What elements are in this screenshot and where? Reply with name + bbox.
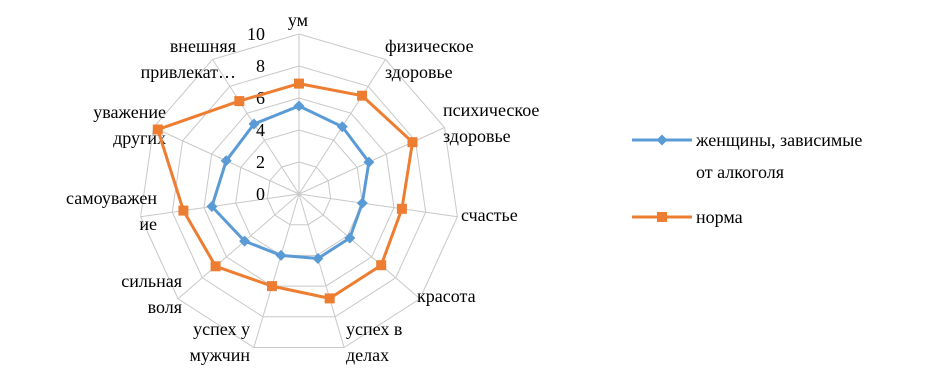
category-label: счастье [461, 205, 518, 225]
data-point [210, 261, 221, 272]
category-label: красота [417, 286, 476, 306]
category-label: успех в делах [346, 319, 402, 365]
data-point [356, 197, 368, 209]
spoke-4 [298, 193, 421, 300]
tick-label: 10 [247, 24, 265, 44]
category-label: успех у мужчин [190, 319, 251, 365]
legend-marker [657, 212, 667, 222]
spoke-8 [140, 193, 300, 218]
series-line [156, 82, 414, 300]
radar-grid [140, 33, 458, 348]
tick-label: 8 [256, 56, 265, 76]
series-1 [152, 78, 418, 304]
data-point [206, 201, 218, 212]
tick-label: 4 [256, 120, 265, 140]
data-point [294, 78, 304, 89]
legend-item: норма [632, 207, 743, 227]
legend-item: женщины, зависимые от алкоголя [632, 130, 862, 182]
data-point [407, 137, 418, 148]
spoke-3 [298, 193, 458, 218]
tick-label: 0 [256, 184, 265, 204]
data-point [363, 156, 375, 168]
radar-spokes [140, 34, 458, 348]
data-point [396, 203, 407, 214]
grid-ring-10 [140, 33, 458, 348]
spoke-7 [177, 193, 300, 300]
data-point [275, 249, 287, 261]
category-label: сильная воля [121, 271, 182, 317]
radial-tick-labels: 0 2 4 6 8 10 [247, 24, 265, 204]
grid-ring-6 [203, 97, 395, 287]
data-point [357, 90, 368, 101]
category-label: психическое здоровье [443, 100, 539, 146]
category-labels: ум физическое здоровье психическое здоровье с… [66, 10, 539, 365]
data-point [239, 235, 251, 247]
series-0 [206, 100, 375, 264]
data-point [344, 232, 356, 244]
data-point [248, 118, 260, 130]
series-line [210, 104, 371, 260]
category-label: ум [288, 10, 308, 30]
data-point [336, 121, 348, 133]
tick-label: 6 [256, 88, 265, 108]
spoke-5 [298, 193, 345, 348]
grid-ring-2 [266, 161, 332, 226]
data-point [234, 96, 245, 107]
category-label: внешняя привлекат… [141, 36, 236, 82]
category-label: уважение других [93, 102, 166, 148]
category-label: физическое здоровье [385, 36, 474, 82]
series-layer [152, 78, 418, 304]
legend: женщины, зависимые от алкоголя норма [632, 130, 862, 227]
legend-label: норма [696, 207, 743, 227]
tick-label: 2 [256, 152, 265, 172]
spoke-6 [253, 193, 300, 348]
data-point [376, 260, 387, 271]
data-point [152, 124, 163, 135]
legend-label: женщины, зависимые от алкоголя [695, 130, 862, 182]
data-point [267, 281, 277, 292]
grid-ring-8 [171, 65, 427, 318]
grid-ring-4 [235, 129, 363, 256]
data-point [220, 155, 232, 167]
legend-marker [656, 134, 668, 146]
data-point [178, 205, 189, 216]
category-label: самоуважен ие [66, 188, 157, 234]
data-point [293, 100, 305, 112]
data-point [324, 293, 335, 304]
data-point [312, 253, 324, 264]
